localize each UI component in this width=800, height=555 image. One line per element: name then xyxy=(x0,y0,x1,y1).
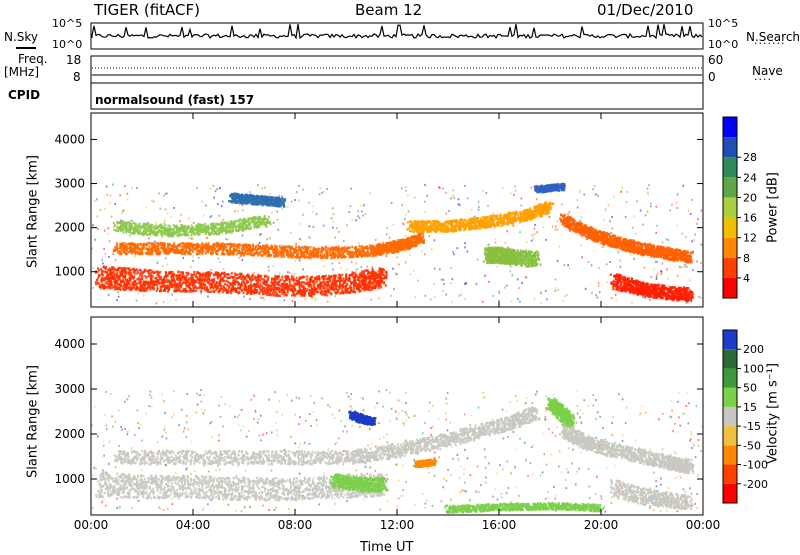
colorbar-swatch xyxy=(723,117,737,137)
x-tick-label: 00:00 xyxy=(686,518,721,532)
velocity-colorbar-label: Velocity [m s⁻¹] xyxy=(766,359,781,469)
velocity-ylabel: Slant Range [km] xyxy=(26,362,41,482)
heatmap-cells xyxy=(91,389,704,514)
heatmap-cells xyxy=(91,183,704,305)
colorbar-tick-label: 20 xyxy=(743,191,757,204)
cpid-panel xyxy=(91,83,703,109)
y-tick-label: 1000 xyxy=(54,265,85,279)
x-tick-label: 20:00 xyxy=(584,518,619,532)
velocity-colorbar: 200 100 50 15 -15 -50 -100 -200 xyxy=(723,330,768,503)
colorbar-swatch xyxy=(723,278,737,298)
colorbar-tick-label: 200 xyxy=(743,343,764,356)
colorbar-swatch xyxy=(723,218,737,238)
colorbar-swatch xyxy=(723,368,737,387)
colorbar-swatch xyxy=(723,445,737,464)
x-tick-label: 04:00 xyxy=(176,518,211,532)
x-tick-label: 16:00 xyxy=(482,518,517,532)
y-tick-label: 4000 xyxy=(54,337,85,351)
colorbar-swatch xyxy=(723,137,737,157)
y-tick-label: 2000 xyxy=(54,427,85,441)
velocity-panel: 1000 2000 3000 4000 00:00 04:00 08:00 12:00 16:0… xyxy=(54,317,720,532)
x-tick-label: 08:00 xyxy=(278,518,313,532)
colorbar-tick-label: -100 xyxy=(743,459,768,472)
colorbar-tick-label: 16 xyxy=(743,212,757,225)
colorbar-swatch xyxy=(723,465,737,484)
colorbar-tick-label: 100 xyxy=(743,362,764,375)
colorbar-swatch xyxy=(723,484,737,503)
x-tick-label: 00:00 xyxy=(74,518,109,532)
colorbar-tick-label: -50 xyxy=(743,439,761,452)
colorbar-swatch xyxy=(723,258,737,278)
power-ylabel: Slant Range [km] xyxy=(26,152,41,272)
colorbar-swatch xyxy=(723,238,737,258)
y-tick-label: 3000 xyxy=(54,177,85,191)
colorbar-swatch xyxy=(723,349,737,368)
colorbar-tick-label: 50 xyxy=(743,382,757,395)
colorbar-tick-label: 4 xyxy=(743,272,750,285)
power-colorbar: 4 8 12 16 20 24 28 xyxy=(723,117,757,298)
y-tick-label: 1000 xyxy=(54,472,85,486)
power-colorbar-label: Power [dB] xyxy=(766,163,781,253)
colorbar-tick-label: -200 xyxy=(743,478,768,491)
y-tick-label: 4000 xyxy=(54,132,85,146)
y-tick-label: 2000 xyxy=(54,221,85,235)
colorbar-tick-label: 15 xyxy=(743,401,757,414)
colorbar-swatch xyxy=(723,407,737,426)
freq-panel xyxy=(91,56,703,83)
colorbar-swatch xyxy=(723,197,737,217)
colorbar-swatch xyxy=(723,177,737,197)
nsky-panel xyxy=(91,23,703,49)
colorbar-swatch xyxy=(723,426,737,445)
colorbar-swatch xyxy=(723,157,737,177)
time-axis-label: Time UT xyxy=(360,540,413,555)
colorbar-swatch xyxy=(723,388,737,407)
power-panel: 1000 2000 3000 4000 xyxy=(54,113,704,307)
colorbar-swatch xyxy=(723,330,737,349)
x-tick-label: 12:00 xyxy=(380,518,415,532)
colorbar-tick-label: 12 xyxy=(743,232,757,245)
nsky-trace xyxy=(92,24,702,38)
colorbar-tick-label: 8 xyxy=(743,252,750,265)
colorbar-tick-label: 24 xyxy=(743,171,757,184)
y-tick-label: 3000 xyxy=(54,382,85,396)
colorbar-tick-label: 28 xyxy=(743,151,757,164)
colorbar-tick-label: -15 xyxy=(743,420,761,433)
